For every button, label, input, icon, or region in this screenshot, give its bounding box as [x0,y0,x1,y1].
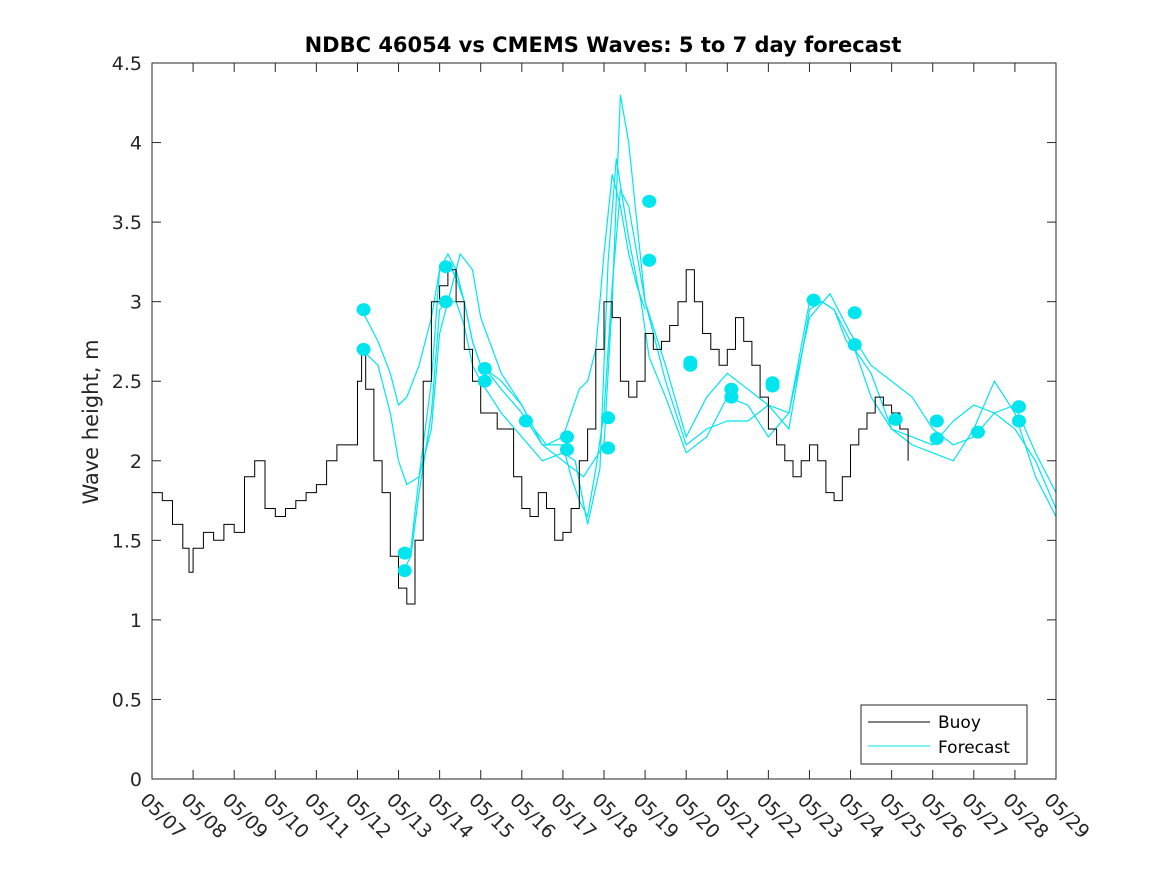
y-tick-label: 1.5 [112,530,142,552]
y-axis-label: Wave height, m [79,339,103,504]
forecast-line-2 [361,94,1057,493]
forecast-marker [601,441,616,455]
forecast-marker [847,306,862,320]
legend: Buoy Forecast [860,704,1028,765]
forecast-marker [642,253,657,267]
forecast-line-4 [402,188,1057,554]
y-tick-label: 0.5 [112,689,142,711]
legend-box [860,704,1028,765]
forecast-marker [765,379,780,393]
forecast-marker [847,338,862,352]
forecast-line-3 [402,158,1057,573]
y-tick-label: 1 [130,610,142,632]
forecast-marker [356,342,371,356]
forecast-marker [1012,414,1026,428]
legend-forecast-label: Forecast [938,738,1010,758]
forecast-marker [601,411,616,425]
forecast-marker [970,425,985,439]
forecast-line-1 [361,174,646,446]
plot-area [152,94,1057,605]
forecast-marker [438,260,453,274]
forecast-marker [929,414,944,428]
forecast-marker [518,414,533,428]
legend-buoy-label: Buoy [938,713,981,733]
buoy-line [152,269,909,605]
y-tick-label: 4 [130,133,142,155]
forecast-marker [929,432,944,445]
forecast-marker [560,443,574,457]
forecast-marker [356,303,371,317]
forecast-marker [888,412,903,426]
forecast-marker [642,194,657,208]
y-tick-label: 0 [130,769,142,791]
forecast-marker [1012,400,1026,414]
y-tick-label: 2.5 [112,371,142,393]
y-tick-label: 4.5 [112,53,142,75]
forecast-marker [806,293,821,307]
forecast-marker [477,374,492,388]
y-tick-label: 2 [130,451,142,473]
y-tick-label: 3 [130,292,142,314]
forecast-marker [397,546,412,560]
forecast-marker [724,390,739,404]
forecast-marker [397,564,412,578]
forecast-marker [683,358,698,372]
forecast-marker [477,362,492,375]
y-tick-label: 3.5 [112,212,142,234]
forecast-marker [560,430,574,444]
forecast-marker [438,295,453,309]
chart-title: NDBC 46054 vs CMEMS Waves: 5 to 7 day fo… [305,33,902,57]
